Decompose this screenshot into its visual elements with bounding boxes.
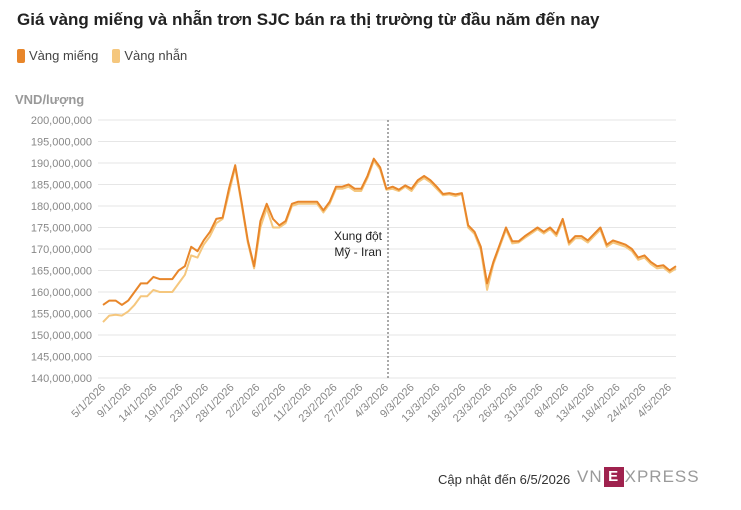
series-line-vang-nhan [102,159,677,323]
legend-swatch-vang-mieng [17,48,25,63]
y-tick-label: 170,000,000 [31,244,92,256]
y-tick-label: 160,000,000 [31,287,92,299]
y-tick-label: 155,000,000 [31,309,92,321]
y-tick-label: 165,000,000 [31,266,92,278]
y-tick-label: 175,000,000 [31,223,92,235]
logo-mark: E [603,467,624,487]
chart-legend: Vàng miếng Vàng nhẫn [17,48,187,63]
y-tick-label: 180,000,000 [31,201,92,213]
y-tick-label: 195,000,000 [31,137,92,149]
legend-label-vang-nhan: Vàng nhẫn [124,48,188,63]
logo-suffix: XPRESS [624,467,700,486]
vnexpress-logo: VN E XPRESS [577,465,700,489]
y-tick-label: 150,000,000 [31,330,92,342]
y-tick-label: 185,000,000 [31,180,92,192]
y-tick-label: 145,000,000 [31,352,92,364]
series-line-vang-mieng [102,157,677,306]
legend-label-vang-mieng: Vàng miếng [29,48,99,63]
y-axis-unit: VND/lượng [15,92,84,107]
legend-item-vang-nhan: Vàng nhẫn [112,48,187,63]
chart-title: Giá vàng miếng và nhẫn trơn SJC bán ra t… [17,10,600,29]
logo-prefix: VN [577,467,603,486]
update-note: Cập nhật đến 6/5/2026 [438,472,571,487]
annotation-label: Mỹ - Iran [334,245,381,259]
legend-swatch-vang-nhan [112,48,121,63]
legend-item-vang-mieng: Vàng miếng [17,48,98,63]
y-tick-label: 140,000,000 [31,373,92,385]
annotation-label: Xung đột [334,229,383,243]
y-tick-label: 200,000,000 [31,115,92,127]
y-tick-label: 190,000,000 [31,158,92,170]
